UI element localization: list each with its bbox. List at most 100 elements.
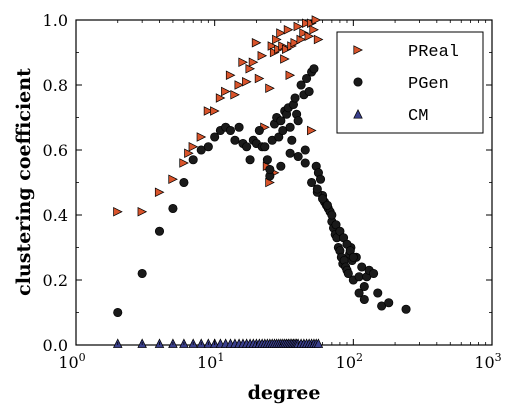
legend-marker — [353, 109, 363, 119]
x-tick-label: 101 — [197, 351, 224, 372]
data-point — [242, 142, 252, 152]
data-point — [307, 177, 317, 188]
data-point — [137, 206, 148, 217]
data-point — [290, 37, 301, 48]
data-point — [274, 132, 284, 142]
data-point — [276, 116, 286, 126]
legend: PReal PGen CM — [336, 31, 484, 134]
data-point — [302, 18, 312, 29]
data-point — [230, 135, 240, 145]
data-point — [282, 44, 292, 55]
data-point — [234, 122, 244, 132]
data-point — [296, 34, 307, 45]
data-point — [293, 151, 303, 162]
data-point — [225, 125, 236, 136]
legend-marker — [353, 45, 363, 55]
data-point — [210, 132, 220, 142]
data-point — [248, 57, 259, 68]
data-point — [293, 21, 304, 32]
legend-marker — [353, 77, 363, 87]
series-layer — [112, 15, 411, 348]
y-tick-label: 0.6 — [43, 141, 68, 160]
data-point — [276, 28, 286, 38]
y-tick-label: 0.4 — [43, 206, 68, 225]
data-point — [354, 272, 364, 282]
series-pgen — [113, 64, 411, 318]
data-point — [285, 70, 296, 81]
data-point — [369, 268, 379, 279]
data-point — [280, 54, 290, 64]
data-point — [265, 83, 275, 94]
data-point — [188, 155, 198, 165]
data-point — [196, 132, 207, 142]
data-point — [245, 155, 255, 165]
series-preal — [113, 15, 324, 217]
data-point — [296, 80, 306, 90]
data-point — [179, 158, 189, 168]
x-tick-label: 102 — [336, 351, 363, 372]
data-point — [318, 194, 328, 204]
y-axis-label: clustering coefficient — [13, 68, 35, 296]
data-point — [304, 86, 314, 97]
data-point — [215, 93, 226, 103]
data-point — [327, 210, 337, 220]
data-point — [285, 148, 295, 158]
data-point — [203, 106, 214, 116]
data-point — [309, 24, 319, 35]
data-point — [343, 268, 353, 279]
legend-item-pgen: PGen — [353, 75, 449, 94]
data-point — [265, 164, 275, 175]
data-point — [300, 145, 310, 155]
data-point — [251, 37, 262, 48]
data-point — [257, 50, 268, 61]
y-tick-label: 0.0 — [43, 336, 68, 355]
data-point — [304, 31, 315, 42]
data-point — [230, 89, 240, 100]
data-point — [245, 63, 256, 74]
y-tick-label: 1.0 — [43, 11, 68, 30]
data-point — [221, 86, 231, 97]
data-point — [348, 252, 358, 262]
data-point — [260, 142, 270, 152]
data-point — [300, 158, 310, 168]
data-point — [313, 34, 324, 45]
data-point — [307, 125, 317, 136]
data-point — [234, 80, 245, 90]
data-point — [210, 106, 220, 116]
data-point — [313, 338, 324, 348]
data-point — [384, 298, 394, 308]
data-point — [154, 226, 165, 236]
data-point — [359, 294, 369, 305]
data-point — [254, 125, 264, 136]
data-point — [188, 141, 199, 152]
data-point — [290, 93, 300, 103]
legend-item-preal: PReal — [353, 43, 459, 62]
data-point — [299, 28, 309, 38]
data-point — [283, 24, 294, 35]
legend-label: PGen — [408, 75, 449, 94]
data-point — [242, 76, 252, 87]
data-point — [287, 135, 297, 145]
data-point — [293, 116, 303, 126]
data-point — [113, 307, 123, 318]
y-tick-label: 0.2 — [43, 271, 68, 290]
axis-ticks — [75, 19, 493, 346]
data-point — [285, 122, 295, 132]
series-cm — [112, 338, 324, 348]
data-point — [322, 200, 332, 210]
data-point — [315, 174, 326, 184]
data-point — [225, 70, 236, 81]
data-point — [311, 15, 322, 25]
legend-label: CM — [408, 107, 428, 126]
x-axis-label: degree — [248, 382, 321, 404]
data-point — [354, 288, 364, 298]
data-point — [238, 57, 248, 68]
data-point — [254, 73, 265, 84]
legend-items: PReal PGen CM — [353, 43, 459, 126]
data-point — [401, 304, 411, 314]
data-point — [154, 187, 165, 198]
data-point — [168, 174, 178, 185]
data-point — [312, 184, 322, 194]
